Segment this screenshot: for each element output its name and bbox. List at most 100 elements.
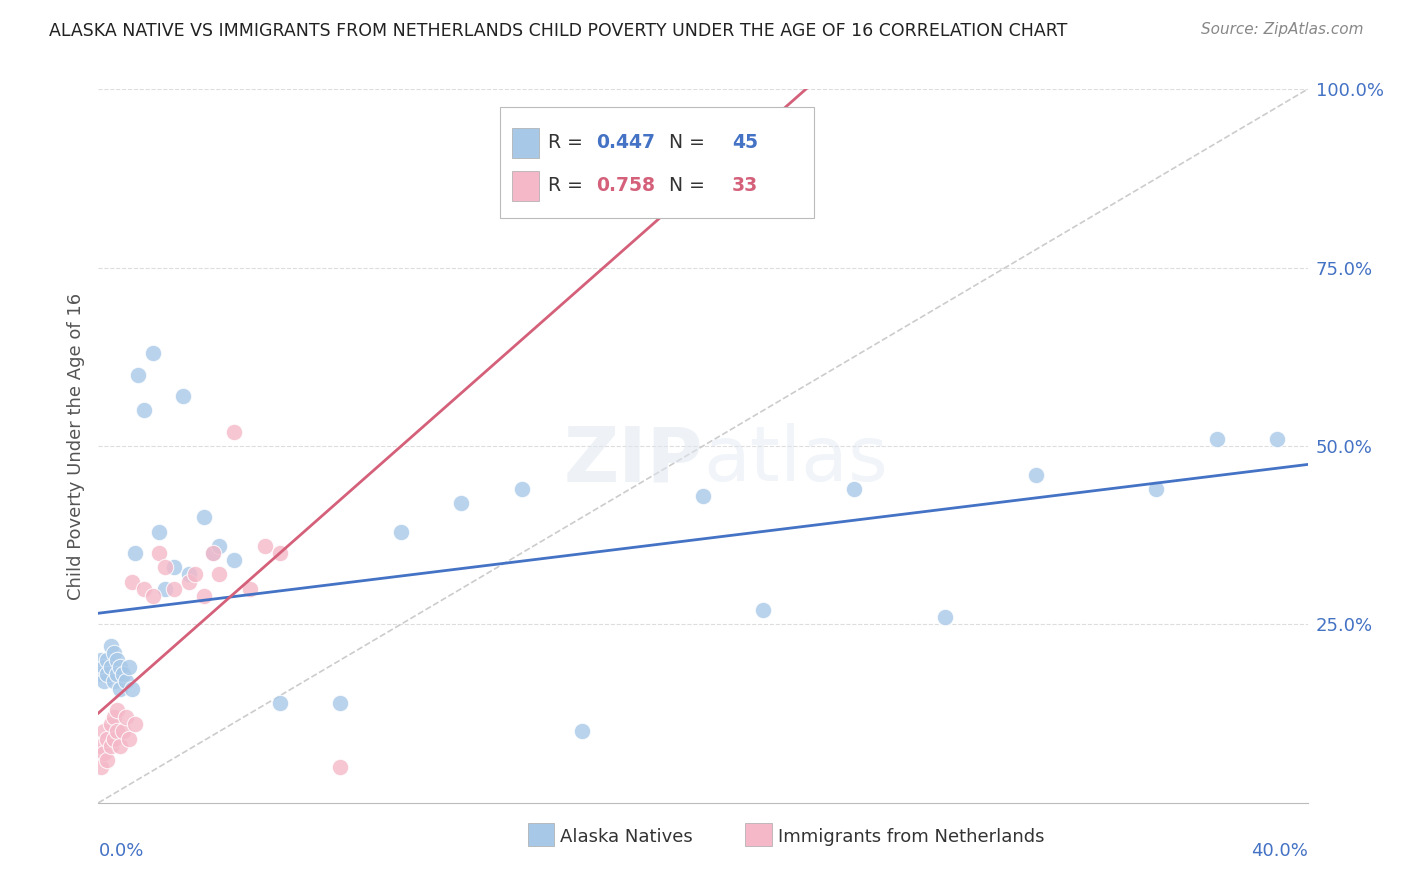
- Point: [93, 746, 115, 760]
- Text: 0.0%: 0.0%: [98, 842, 143, 860]
- Point: [208, 567, 231, 582]
- Text: atlas: atlas: [703, 424, 887, 497]
- Point: [93, 724, 115, 739]
- Text: R =: R =: [548, 133, 589, 153]
- Bar: [512, 128, 538, 158]
- Point: [132, 582, 155, 596]
- Point: [148, 524, 170, 539]
- Point: [224, 553, 246, 567]
- Point: [153, 582, 176, 596]
- Point: [127, 368, 149, 382]
- Point: [105, 667, 128, 681]
- Y-axis label: Child Poverty Under the Age of 16: Child Poverty Under the Age of 16: [66, 293, 84, 599]
- Point: [253, 539, 276, 553]
- Point: [1024, 467, 1046, 482]
- Point: [96, 753, 118, 767]
- Point: [118, 660, 141, 674]
- Text: Immigrants from Netherlands: Immigrants from Netherlands: [778, 828, 1045, 846]
- Point: [111, 667, 134, 681]
- Point: [108, 681, 131, 696]
- Point: [105, 703, 128, 717]
- Point: [844, 482, 866, 496]
- Point: [193, 510, 215, 524]
- Point: [114, 710, 136, 724]
- Bar: [512, 170, 538, 201]
- Point: [172, 389, 194, 403]
- Point: [184, 567, 207, 582]
- Text: 45: 45: [733, 133, 758, 153]
- Point: [142, 589, 165, 603]
- Text: Alaska Natives: Alaska Natives: [561, 828, 693, 846]
- Point: [105, 724, 128, 739]
- Point: [100, 660, 122, 674]
- Point: [124, 717, 146, 731]
- Text: 33: 33: [733, 176, 758, 195]
- Point: [1144, 482, 1167, 496]
- Point: [103, 731, 125, 746]
- Point: [692, 489, 714, 503]
- Point: [124, 546, 146, 560]
- Point: [269, 546, 291, 560]
- Point: [93, 674, 115, 689]
- Point: [105, 653, 128, 667]
- Point: [121, 681, 143, 696]
- Point: [329, 696, 352, 710]
- Text: 0.447: 0.447: [596, 133, 655, 153]
- Point: [100, 717, 122, 731]
- Point: [179, 574, 201, 589]
- Point: [103, 710, 125, 724]
- Point: [100, 739, 122, 753]
- Point: [202, 546, 225, 560]
- Text: ZIP: ZIP: [564, 424, 703, 497]
- Text: Source: ZipAtlas.com: Source: ZipAtlas.com: [1201, 22, 1364, 37]
- Bar: [527, 823, 554, 846]
- Point: [224, 425, 246, 439]
- Point: [163, 560, 186, 574]
- Point: [118, 731, 141, 746]
- Point: [93, 660, 115, 674]
- Text: R =: R =: [548, 176, 589, 195]
- Point: [208, 539, 231, 553]
- Point: [90, 653, 112, 667]
- Point: [90, 760, 112, 774]
- Point: [121, 574, 143, 589]
- Point: [389, 524, 412, 539]
- Point: [571, 724, 593, 739]
- Point: [239, 582, 262, 596]
- Point: [1206, 432, 1229, 446]
- Point: [96, 653, 118, 667]
- Point: [90, 667, 112, 681]
- Point: [329, 760, 352, 774]
- Point: [269, 696, 291, 710]
- Point: [114, 674, 136, 689]
- Point: [450, 496, 472, 510]
- Point: [111, 724, 134, 739]
- Point: [142, 346, 165, 360]
- Text: 40.0%: 40.0%: [1251, 842, 1308, 860]
- Text: N =: N =: [657, 176, 711, 195]
- Point: [202, 546, 225, 560]
- Point: [96, 667, 118, 681]
- Text: ALASKA NATIVE VS IMMIGRANTS FROM NETHERLANDS CHILD POVERTY UNDER THE AGE OF 16 C: ALASKA NATIVE VS IMMIGRANTS FROM NETHERL…: [49, 22, 1067, 40]
- Point: [179, 567, 201, 582]
- Point: [103, 646, 125, 660]
- Point: [108, 660, 131, 674]
- Point: [108, 739, 131, 753]
- Point: [1267, 432, 1289, 446]
- Point: [153, 560, 176, 574]
- Text: N =: N =: [657, 133, 711, 153]
- Point: [100, 639, 122, 653]
- Point: [132, 403, 155, 417]
- Point: [510, 482, 533, 496]
- Bar: [745, 823, 772, 846]
- Point: [90, 739, 112, 753]
- Point: [148, 546, 170, 560]
- FancyBboxPatch shape: [501, 107, 814, 218]
- Point: [103, 674, 125, 689]
- Text: 0.758: 0.758: [596, 176, 655, 195]
- Point: [96, 731, 118, 746]
- Point: [934, 610, 956, 624]
- Point: [193, 589, 215, 603]
- Point: [163, 582, 186, 596]
- Point: [752, 603, 775, 617]
